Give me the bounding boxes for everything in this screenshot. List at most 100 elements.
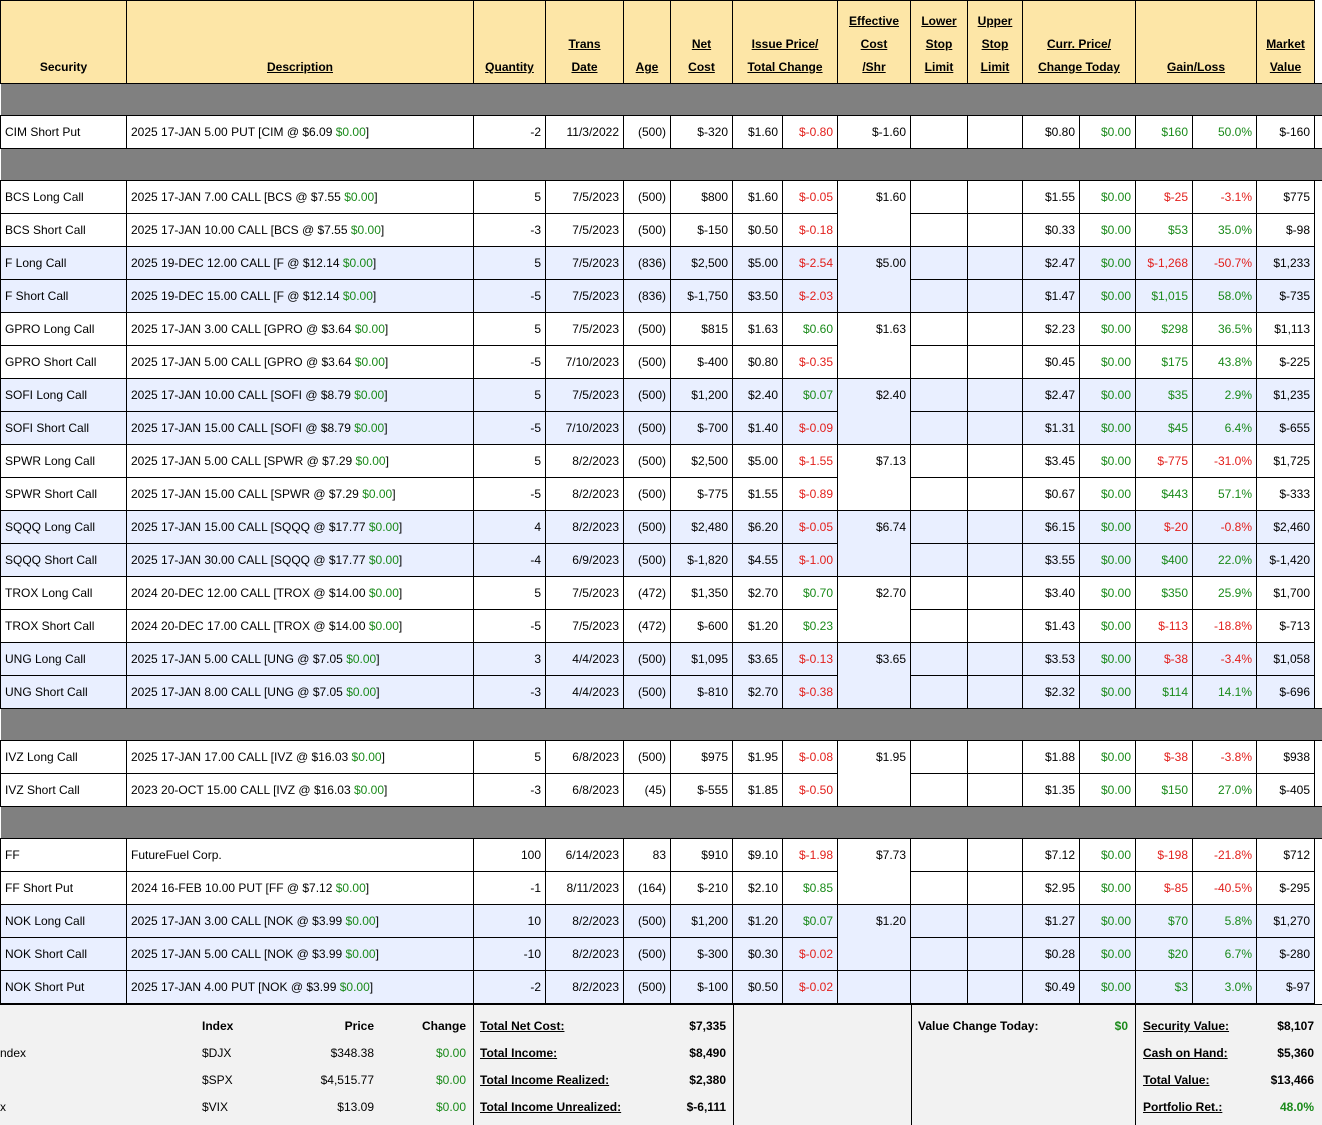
col-curr-price[interactable]: Curr. Price/Change Today [1023,1,1136,84]
upper-stop-cell[interactable] [968,741,1023,774]
lower-stop-cell[interactable] [911,511,968,544]
lower-stop-cell[interactable] [911,478,968,511]
security-cell[interactable]: SQQQ Long Call [1,511,127,544]
upper-stop-cell[interactable] [968,643,1023,676]
lower-stop-cell[interactable] [911,313,968,346]
upper-stop-cell[interactable] [968,116,1023,149]
upper-stop-cell[interactable] [968,905,1023,938]
total-net-cost-label[interactable]: Total Net Cost: [480,1019,564,1033]
description-cell[interactable]: 2025 17-JAN 15.00 CALL [SQQQ @ $17.77 $0… [127,511,474,544]
description-cell[interactable]: 2025 17-JAN 7.00 CALL [BCS @ $7.55 $0.00… [127,181,474,214]
security-cell[interactable]: SOFI Long Call [1,379,127,412]
upper-stop-cell[interactable] [968,214,1023,247]
description-cell[interactable]: 2025 17-JAN 5.00 PUT [CIM @ $6.09 $0.00] [127,116,474,149]
total-value-label[interactable]: Total Value: [1143,1073,1209,1087]
upper-stop-cell[interactable] [968,445,1023,478]
description-cell[interactable]: 2025 17-JAN 15.00 CALL [SPWR @ $7.29 $0.… [127,478,474,511]
security-cell[interactable]: GPRO Short Call [1,346,127,379]
security-cell[interactable]: NOK Long Call [1,905,127,938]
col-issue-price[interactable]: Issue Price/Total Change [733,1,838,84]
description-cell[interactable]: 2025 17-JAN 3.00 CALL [NOK @ $3.99 $0.00… [127,905,474,938]
security-cell[interactable]: GPRO Long Call [1,313,127,346]
upper-stop-cell[interactable] [968,181,1023,214]
total-income-unrealized-label[interactable]: Total Income Unrealized: [480,1100,621,1114]
description-cell[interactable]: 2025 19-DEC 15.00 CALL [F @ $12.14 $0.00… [127,280,474,313]
security-cell[interactable]: F Short Call [1,280,127,313]
col-security[interactable]: Security [1,1,127,84]
lower-stop-cell[interactable] [911,643,968,676]
lower-stop-cell[interactable] [911,412,968,445]
lower-stop-cell[interactable] [911,544,968,577]
upper-stop-cell[interactable] [968,872,1023,905]
lower-stop-cell[interactable] [911,280,968,313]
col-quantity[interactable]: Quantity [474,1,546,84]
lower-stop-cell[interactable] [911,905,968,938]
upper-stop-cell[interactable] [968,412,1023,445]
description-cell[interactable]: 2025 17-JAN 8.00 CALL [UNG @ $7.05 $0.00… [127,676,474,709]
upper-stop-cell[interactable] [968,544,1023,577]
col-gain-loss[interactable]: Gain/Loss [1136,1,1257,84]
upper-stop-cell[interactable] [968,280,1023,313]
description-cell[interactable]: 2024 20-DEC 12.00 CALL [TROX @ $14.00 $0… [127,577,474,610]
description-cell[interactable]: 2025 17-JAN 5.00 CALL [GPRO @ $3.64 $0.0… [127,346,474,379]
security-cell[interactable]: TROX Long Call [1,577,127,610]
description-cell[interactable]: 2024 16-FEB 10.00 PUT [FF @ $7.12 $0.00] [127,872,474,905]
description-cell[interactable]: 2025 17-JAN 3.00 CALL [GPRO @ $3.64 $0.0… [127,313,474,346]
security-cell[interactable]: F Long Call [1,247,127,280]
lower-stop-cell[interactable] [911,214,968,247]
total-income-label[interactable]: Total Income: [480,1046,557,1060]
lower-stop-cell[interactable] [911,577,968,610]
lower-stop-cell[interactable] [911,676,968,709]
lower-stop-cell[interactable] [911,741,968,774]
lower-stop-cell[interactable] [911,872,968,905]
security-cell[interactable]: NOK Short Put [1,971,127,1004]
security-cell[interactable]: IVZ Short Call [1,774,127,807]
security-cell[interactable]: IVZ Long Call [1,741,127,774]
description-cell[interactable]: 2025 19-DEC 12.00 CALL [F @ $12.14 $0.00… [127,247,474,280]
cash-on-hand-label[interactable]: Cash on Hand: [1143,1046,1228,1060]
security-cell[interactable]: NOK Short Call [1,938,127,971]
security-cell[interactable]: UNG Short Call [1,676,127,709]
description-cell[interactable]: 2023 20-OCT 15.00 CALL [IVZ @ $16.03 $0.… [127,774,474,807]
security-cell[interactable]: SPWR Short Call [1,478,127,511]
security-cell[interactable]: SOFI Short Call [1,412,127,445]
description-cell[interactable]: 2025 17-JAN 5.00 CALL [NOK @ $3.99 $0.00… [127,938,474,971]
lower-stop-cell[interactable] [911,445,968,478]
security-cell[interactable]: FF [1,839,127,872]
total-income-realized-label[interactable]: Total Income Realized: [480,1073,609,1087]
upper-stop-cell[interactable] [968,971,1023,1004]
upper-stop-cell[interactable] [968,247,1023,280]
upper-stop-cell[interactable] [968,511,1023,544]
security-cell[interactable]: FF Short Put [1,872,127,905]
security-cell[interactable]: UNG Long Call [1,643,127,676]
upper-stop-cell[interactable] [968,676,1023,709]
upper-stop-cell[interactable] [968,346,1023,379]
lower-stop-cell[interactable] [911,839,968,872]
upper-stop-cell[interactable] [968,839,1023,872]
description-cell[interactable]: 2025 17-JAN 5.00 CALL [UNG @ $7.05 $0.00… [127,643,474,676]
lower-stop-cell[interactable] [911,938,968,971]
